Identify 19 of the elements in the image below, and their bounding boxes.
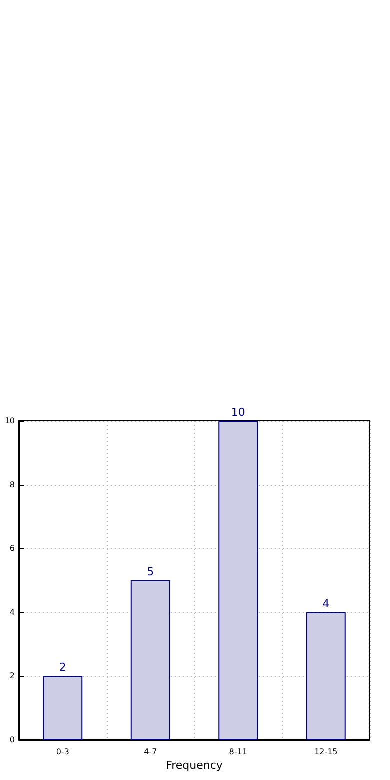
x-tick-label: 4-7 xyxy=(144,748,158,756)
y-tick-label: 2 xyxy=(10,672,15,681)
y-tick-label: 10 xyxy=(4,416,15,426)
bar xyxy=(306,612,346,740)
bar xyxy=(130,580,170,740)
data-label: 10 xyxy=(231,406,246,419)
x-tick-label: 8-11 xyxy=(229,748,248,756)
x-tick-label: 12-15 xyxy=(314,748,338,756)
y-tick-label: 4 xyxy=(10,608,15,617)
bar xyxy=(218,421,258,740)
data-label: 4 xyxy=(322,597,330,610)
data-label: 2 xyxy=(59,661,66,674)
x-tick-label: 0-3 xyxy=(56,748,70,756)
y-tick-label: 0 xyxy=(10,736,15,744)
bar xyxy=(43,676,83,740)
y-tick-label: 6 xyxy=(10,544,15,554)
data-label: 5 xyxy=(147,566,154,578)
y-tick-label: 8 xyxy=(10,480,15,490)
x-axis-title: Frequency xyxy=(166,759,224,772)
